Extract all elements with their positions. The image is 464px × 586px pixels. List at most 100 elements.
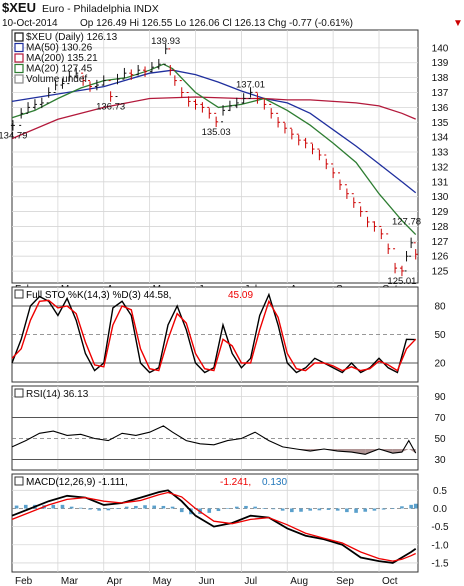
histogram-bar [161,505,166,509]
legend-swatch [14,476,24,486]
histogram-bar [390,508,395,509]
histogram-bar [60,504,65,509]
histogram-bar [79,507,83,509]
y-tick-label: 133 [432,148,449,159]
legend-entry: MACD(12,26,9) -1.111, [26,477,128,488]
y-tick-label: 135 [432,118,449,129]
legend-entry: MA(50) 130.26 [26,43,93,54]
y-tick-label: 137 [432,88,449,99]
data-label: 135.03 [202,127,231,138]
y-tick-label: 0.5 [433,486,447,497]
x-tick-label: May [153,576,172,586]
y-tick-label: 138 [432,73,449,84]
histogram-bar [170,506,175,509]
y-tick-label: 126 [432,252,449,263]
legend-swatch [14,53,24,63]
data-label: 136.73 [96,102,125,113]
histogram-bar [400,506,404,509]
y-tick-label: 140 [432,43,449,54]
series-line-signal [11,491,416,562]
chart-symbol: $XEU [2,0,36,15]
data-label: 127.78 [392,217,421,228]
data-label: 125.01 [387,276,416,287]
y-tick-label: 70 [434,413,446,424]
y-tick-label: 90 [434,392,446,403]
y-tick-label: -1.5 [431,558,449,569]
histogram-bar [143,505,147,509]
histogram-bar [363,508,368,512]
panel-price: 125 126 127 128 129 130 131 132 133 134 135 136 137 1… [0,29,449,295]
x-tick-label: Oct [382,576,398,586]
panel-rsi: 30 50 70 90 RSI(14) 36.13 [11,385,446,471]
histogram-bar [262,508,267,509]
histogram-bar [51,504,56,509]
y-tick-label: 50 [434,330,446,341]
histogram-bar [115,508,120,509]
rsi-fill [351,449,366,455]
legend-entry: -1.241, [220,477,251,488]
series-line-ma20 [11,63,417,236]
legend-swatch [14,32,24,42]
series-line-ma200 [11,96,416,140]
histogram-bar [134,505,138,509]
histogram-bar [381,508,386,510]
histogram-bar [23,504,28,509]
histogram-bar [225,508,230,509]
histogram-bar [335,508,340,511]
legend-swatch [14,74,24,84]
histogram-bar [409,504,413,509]
histogram-bar [106,508,111,511]
histogram-bar [413,503,418,509]
legend-entry: 45.09 [228,290,253,301]
y-tick-label: -0.5 [431,522,449,533]
y-tick-label: 20 [434,359,446,370]
series-line-pct-d [11,299,417,372]
x-tick-label: Jun [199,576,215,586]
y-tick-label: 125 [432,267,449,278]
histogram-bar [69,506,74,509]
legend-entry: $XEU (Daily) 126.13 [26,32,118,43]
legend-swatch [14,388,24,398]
histogram-bar [97,508,101,511]
histogram-bar [253,506,257,509]
y-tick-label: 130 [432,192,449,203]
x-tick-label: Sep [336,576,354,586]
legend-entry: MA(200) 135.21 [26,53,98,64]
y-tick-label: 127 [432,237,449,248]
y-tick-label: 136 [432,103,449,114]
y-tick-label: 134 [432,133,449,144]
series-line-pct-k [11,292,416,374]
y-tick-label: 128 [432,222,449,233]
y-tick-label: 139 [432,58,449,69]
histogram-bar [88,508,92,510]
y-tick-label: -1.0 [431,540,449,551]
histogram-bar [290,508,294,513]
panel-frame [11,473,419,573]
histogram-bar [299,508,303,512]
legend-swatch [14,289,24,299]
histogram-bar [244,505,248,509]
histogram-bar [354,508,358,513]
histogram-bar [234,506,239,509]
histogram-bar [207,508,212,513]
x-tick-label: Mar [61,576,79,586]
x-tick-label: Apr [107,576,123,586]
y-tick-label: 0.0 [433,504,447,515]
histogram-bar [308,508,312,511]
histogram-bar [317,508,322,511]
data-label: 139.93 [151,36,180,47]
histogram-bar [326,508,331,510]
chart-header: $XEU Euro - Philadelphia INDX 10-Oct-201… [2,0,463,29]
y-tick-label: 132 [432,162,449,173]
histogram-bar [14,505,19,509]
x-tick-label: Jul [244,576,257,586]
histogram-bar [345,508,349,513]
panel-macd: -1.5 -1.0 -0.5 0.0 0.5 MACD(12,26,9) -1.111, -… [11,473,449,586]
y-tick-label: 30 [434,455,446,466]
legend-entry: Volume undef [26,74,87,85]
x-tick-label: Aug [290,576,308,586]
chart-quote: Op 126.49 Hi 126.55 Lo 126.06 Cl 126.13 … [80,18,353,29]
legend-entry: 0.130 [262,477,287,488]
panel-stochastic: 20 50 80 Full STO %K(14,3) %D(3) 44.58, 45.0… [11,286,446,383]
series-line-ma50 [11,69,417,194]
